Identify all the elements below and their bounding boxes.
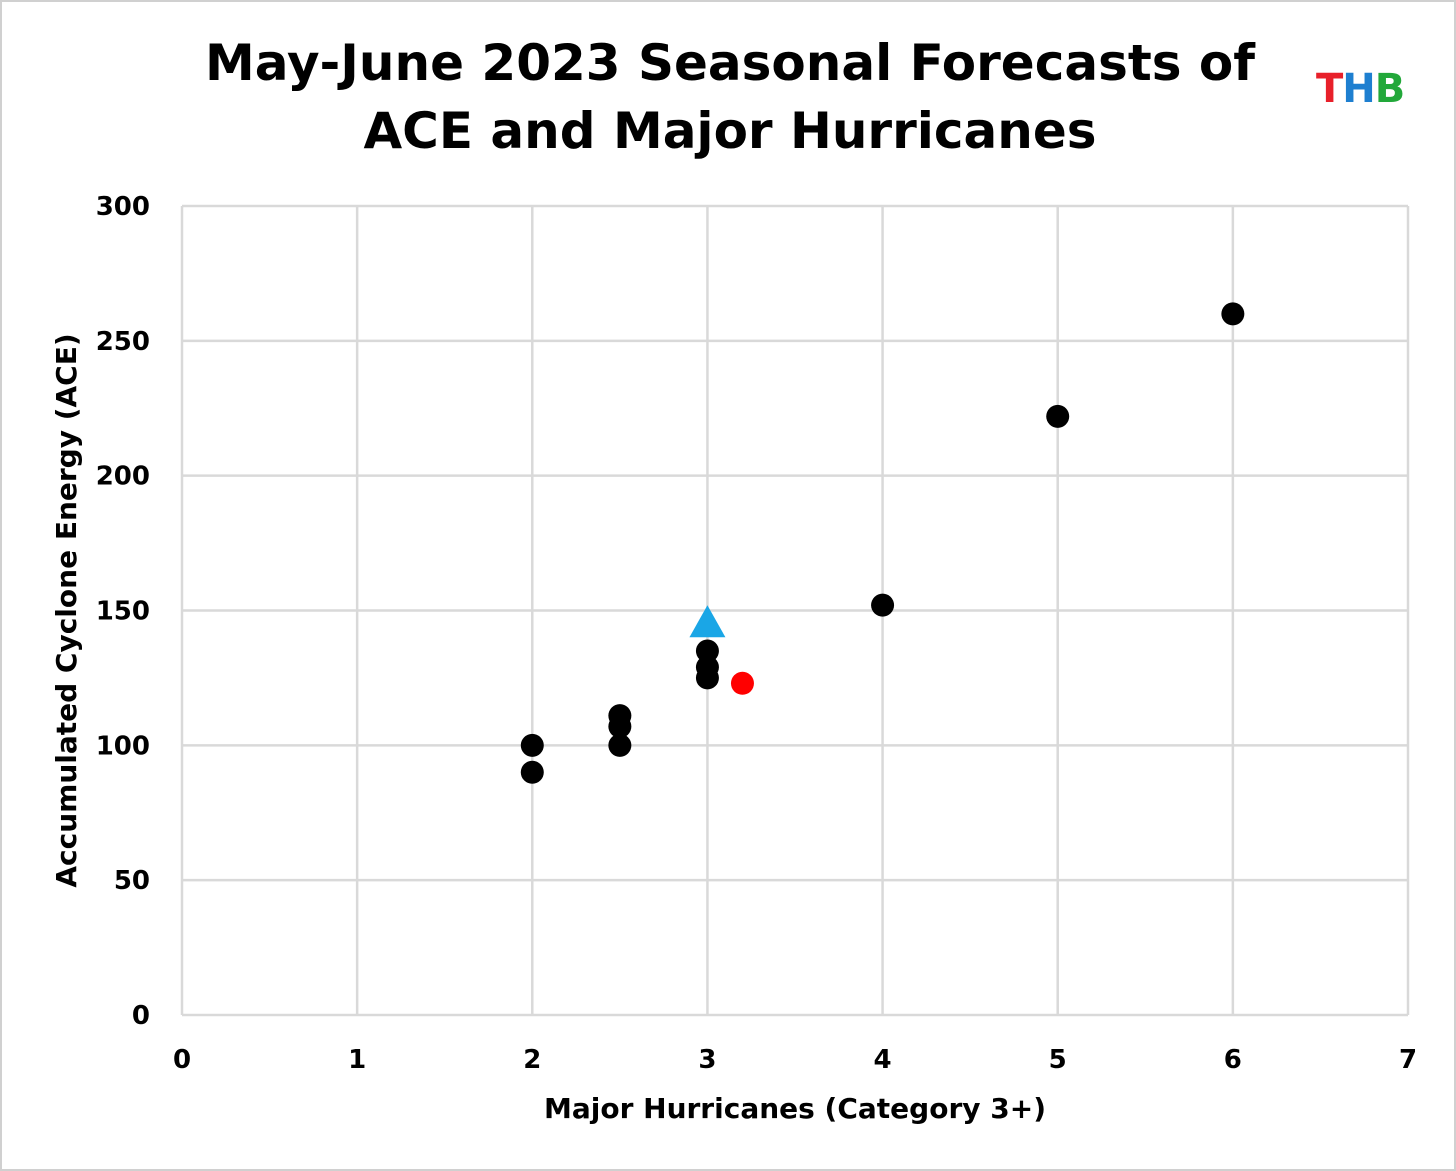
chart-title-line-2: ACE and Major Hurricanes [363,102,1097,160]
x-tick-label: 7 [1399,1045,1417,1075]
data-point [520,733,544,757]
y-tick-label: 50 [114,866,150,896]
triangle-data-point [689,605,726,638]
data-point [608,733,632,757]
x-tick-label: 0 [173,1045,191,1075]
y-tick-label: 0 [132,1001,150,1031]
chart-title-line-1: May-June 2023 Seasonal Forecasts of [205,34,1255,92]
logo-letter-b: B [1374,66,1405,112]
data-point [871,593,895,617]
data-point [695,666,719,690]
x-tick-label: 3 [698,1045,716,1075]
y-axis-label: Accumulated Cyclone Energy (ACE) [50,333,83,887]
x-axis-label: Major Hurricanes (Category 3+) [544,1092,1046,1125]
y-tick-label: 100 [96,731,150,761]
x-tick-label: 6 [1224,1045,1242,1075]
data-point [608,714,632,738]
x-tick-label: 1 [348,1045,366,1075]
data-point [520,760,544,784]
x-tick-label: 4 [874,1045,892,1075]
logo-letter-t: T [1316,66,1343,112]
data-point [1046,404,1070,428]
data-point [1221,302,1245,326]
x-tick-label: 5 [1049,1045,1067,1075]
x-tick-label: 2 [523,1045,541,1075]
y-tick-label: 150 [96,597,150,627]
thb-logo: THB [1316,66,1405,112]
logo-letter-h: H [1342,66,1375,112]
data-point [695,639,719,663]
y-tick-label: 300 [96,192,150,222]
y-tick-label: 200 [96,462,150,492]
data-points [520,302,1245,784]
y-tick-label: 250 [96,327,150,357]
red-data-point [730,671,754,695]
grid [180,204,1410,1017]
tick-labels: 0 1 2 3 4 5 6 7 0 50 100 150 200 250 300 [96,192,1417,1075]
